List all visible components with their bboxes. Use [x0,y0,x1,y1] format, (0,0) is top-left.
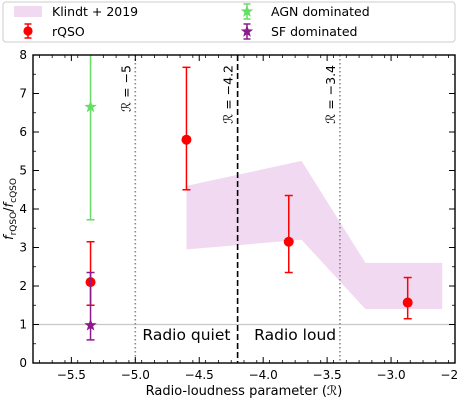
y-tick-label-1: 1 [19,318,27,332]
marker-0-3 [402,297,413,308]
marker-1-0 [84,100,97,113]
legend-label-sf: SF dominated [271,24,357,39]
y-tick-label-2: 2 [19,279,27,293]
legend-agn-marker [240,3,254,20]
legend-label-rqso: rQSO [52,24,85,39]
plot-frame [32,54,456,364]
legend-box [2,1,456,43]
y-axis-label: frQSO/fcQSO [2,178,19,240]
marker-0-2 [283,236,294,247]
x-axis-label: Radio-loudness parameter (ℛ) [146,384,343,399]
x-tick-label-0: −5.5 [57,368,86,382]
region-label-1: Radio loud [254,326,336,344]
marker-0-1 [181,134,192,145]
legend: Klindt + 2019 rQSO AGN dominated SF domi… [2,1,456,43]
vline-label-2: ℛ = −3.4 [323,65,338,124]
y-tick-label-4: 4 [19,202,27,216]
legend-rqso-marker [23,23,33,39]
legend-label-agn: AGN dominated [271,4,370,19]
x-tick-label-4: −3.5 [313,368,342,382]
legend-sf-marker [240,23,254,40]
y-tick-label-5: 5 [19,164,27,178]
point-2-0 [84,271,97,341]
point-0-2 [283,194,294,274]
y-tick-label-8: 8 [19,48,27,62]
x-tick-label-6: −2.5 [440,368,457,382]
vline-label-1: ℛ = −4.2 [221,65,236,124]
x-tick-label-2: −4.5 [185,368,214,382]
legend-label-band: Klindt + 2019 [52,4,138,19]
x-tick-label-3: −4.0 [249,368,278,382]
legend-band-swatch [14,6,42,17]
point-0-1 [181,66,192,191]
point-0-3 [402,276,413,320]
x-tick-label-1: −5.0 [121,368,150,382]
point-1-0 [84,55,97,221]
vline-label-0: ℛ = −5 [118,65,133,112]
y-tick-label-7: 7 [19,87,27,101]
marker-2-0 [84,318,97,331]
region-label-0: Radio quiet [142,326,230,344]
y-tick-label-0: 0 [19,356,27,370]
y-tick-label-3: 3 [19,241,27,255]
band-klindt [186,160,443,310]
x-tick-label-5: −3.0 [376,368,405,382]
y-tick-label-6: 6 [19,125,27,139]
